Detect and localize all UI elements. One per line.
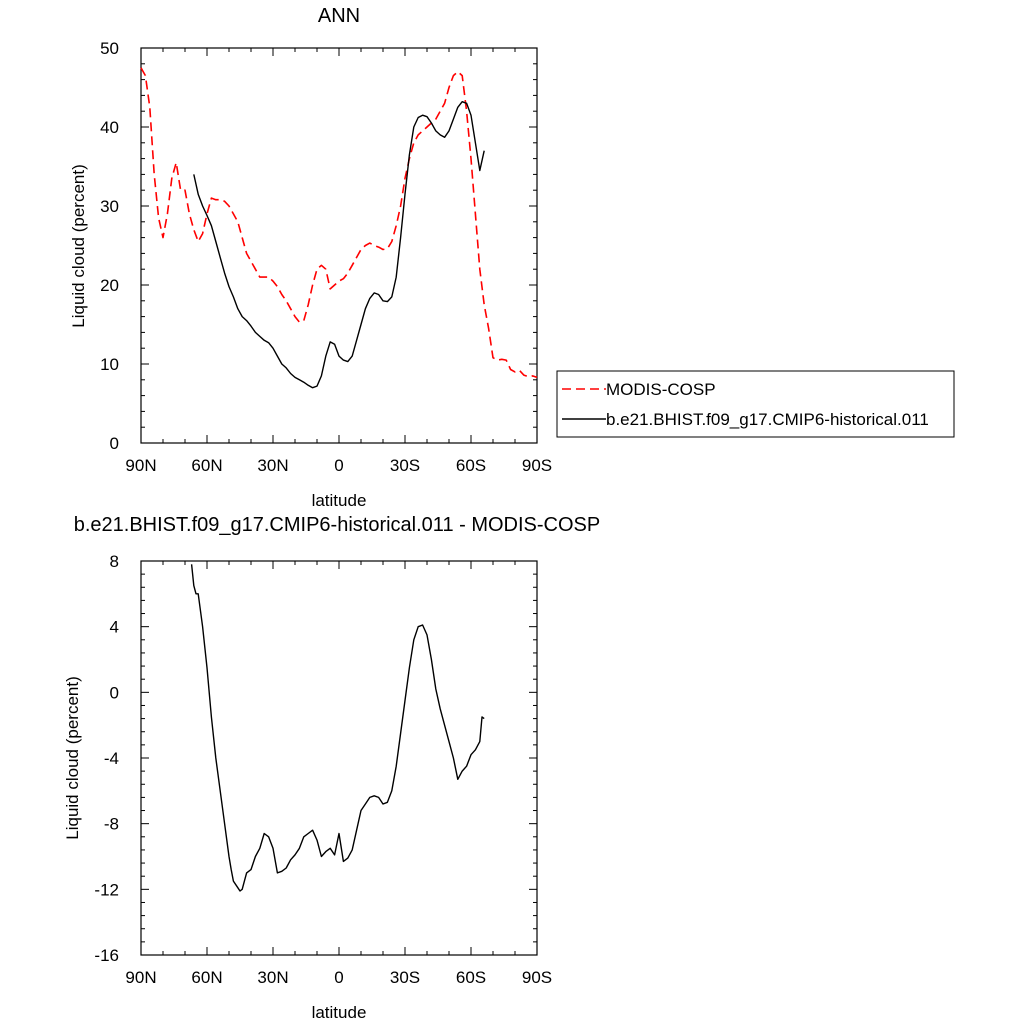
x-tick-label: 60N xyxy=(191,456,222,475)
x-tick-label: 90N xyxy=(125,456,156,475)
x-tick-label: 30N xyxy=(257,968,288,987)
y-tick-label: 50 xyxy=(100,39,119,58)
x-axis-label: latitude xyxy=(312,1003,367,1022)
y-tick-label: 0 xyxy=(110,434,119,453)
x-tick-label: 60S xyxy=(456,968,486,987)
x-tick-label: 60S xyxy=(456,456,486,475)
y-axis-label: Liquid cloud (percent) xyxy=(63,676,82,839)
chart-title: b.e21.BHIST.f09_g17.CMIP6-historical.011… xyxy=(74,514,601,536)
chart-panel-difference: b.e21.BHIST.f09_g17.CMIP6-historical.011… xyxy=(63,514,600,1022)
y-tick-label: 4 xyxy=(110,618,119,637)
y-tick-label: -4 xyxy=(104,749,119,768)
legend: MODIS-COSP b.e21.BHIST.f09_g17.CMIP6-his… xyxy=(556,370,955,438)
legend-label-modis: MODIS-COSP xyxy=(606,380,716,399)
series-line-difference xyxy=(190,564,485,892)
y-tick-label: 0 xyxy=(110,683,119,702)
y-axis-label: Liquid cloud (percent) xyxy=(69,164,88,327)
x-tick-label: 90S xyxy=(522,456,552,475)
y-tick-label: -8 xyxy=(104,815,119,834)
x-tick-label: 90S xyxy=(522,968,552,987)
y-tick-label: -16 xyxy=(94,946,119,965)
chart-panel-annual: ANN latitude Liquid cloud (percent) 90N 6… xyxy=(69,5,552,510)
x-tick-label: 0 xyxy=(334,968,343,987)
y-tick-label: 40 xyxy=(100,118,119,137)
y-tick-label: 30 xyxy=(100,197,119,216)
x-tick-label: 30S xyxy=(390,968,420,987)
chart-title: ANN xyxy=(318,5,360,27)
plot-frame xyxy=(140,560,538,956)
y-tick-label: 8 xyxy=(110,552,119,571)
y-tick-label: 20 xyxy=(100,276,119,295)
x-tick-label: 30N xyxy=(257,456,288,475)
x-tick-label: 0 xyxy=(334,456,343,475)
series-line-modis-cosp xyxy=(140,67,538,379)
legend-label-model: b.e21.BHIST.f09_g17.CMIP6-historical.011 xyxy=(606,410,929,429)
y-tick-label: -12 xyxy=(94,880,119,899)
x-tick-label: 90N xyxy=(125,968,156,987)
x-axis-label: latitude xyxy=(312,491,367,510)
x-tick-label: 30S xyxy=(390,456,420,475)
series-line-b-e21-bhist-f09-g17-cmip6-historical-011 xyxy=(193,100,485,389)
legend-box xyxy=(556,370,955,438)
x-tick-label: 60N xyxy=(191,968,222,987)
y-tick-label: 10 xyxy=(100,355,119,374)
